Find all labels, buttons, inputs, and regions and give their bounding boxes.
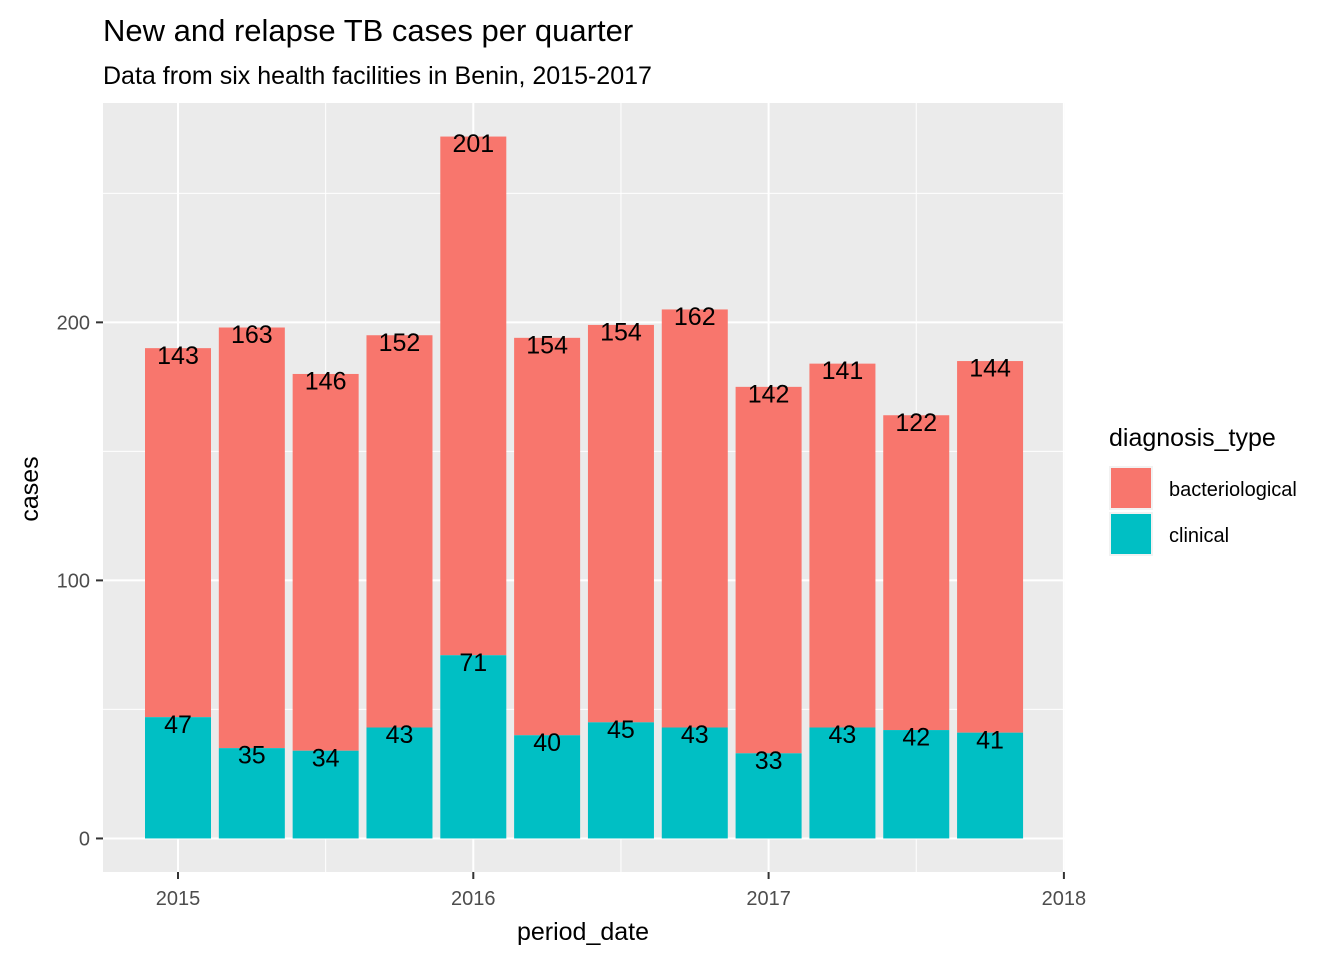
x-tick-label: 2018 bbox=[1042, 888, 1087, 910]
x-tick-label: 2016 bbox=[451, 888, 496, 910]
bar-clinical bbox=[292, 750, 359, 839]
bar-bacteriological bbox=[292, 373, 359, 751]
bar-clinical bbox=[145, 717, 211, 839]
chart-subtitle: Data from six health facilities in Benin… bbox=[103, 62, 652, 90]
y-tick-label: 100 bbox=[57, 570, 90, 592]
bar-label-clinical: 34 bbox=[312, 744, 340, 772]
bar-label-clinical: 43 bbox=[386, 721, 414, 749]
bar-labels: 143 47 163 35 146 34 152 43 201 71 154 40 154 45 162 43… bbox=[157, 130, 1011, 775]
bar-clinical bbox=[661, 727, 728, 839]
bar-label-bacteriological: 201 bbox=[452, 130, 494, 158]
bar-label-clinical: 35 bbox=[238, 742, 266, 770]
bar-label-clinical: 33 bbox=[755, 747, 783, 775]
bar-label-bacteriological: 144 bbox=[969, 355, 1011, 383]
bar-clinical bbox=[440, 655, 507, 839]
bar-label-bacteriological: 163 bbox=[231, 321, 273, 349]
bar-clinical bbox=[218, 748, 285, 839]
bar-label-bacteriological: 142 bbox=[748, 380, 790, 408]
bar-clinical bbox=[735, 753, 802, 839]
chart-title: New and relapse TB cases per quarter bbox=[103, 13, 633, 48]
y-tick-label: 200 bbox=[57, 312, 90, 334]
bar-label-clinical: 41 bbox=[976, 726, 1004, 754]
x-axis: 2015 2016 2017 2018 bbox=[156, 872, 1086, 910]
bar-label-clinical: 42 bbox=[902, 724, 930, 752]
bar-bacteriological bbox=[957, 361, 1024, 733]
bar-label-clinical: 71 bbox=[459, 649, 487, 677]
legend-label-bacteriological: bacteriological bbox=[1169, 479, 1297, 501]
bar-bacteriological bbox=[661, 309, 728, 728]
bar-label-bacteriological: 154 bbox=[526, 331, 568, 359]
x-tick-label: 2015 bbox=[156, 888, 201, 910]
bar-clinical bbox=[514, 735, 581, 839]
bar-bacteriological bbox=[809, 363, 876, 728]
legend: diagnosis_type bacteriological clinical bbox=[1109, 424, 1297, 556]
bar-label-clinical: 45 bbox=[607, 716, 635, 744]
bar-bacteriological bbox=[366, 335, 433, 728]
bar-bacteriological bbox=[883, 415, 950, 731]
bar-label-clinical: 47 bbox=[164, 711, 192, 739]
bar-label-bacteriological: 152 bbox=[379, 329, 421, 357]
bar-label-bacteriological: 146 bbox=[305, 368, 347, 396]
legend-title: diagnosis_type bbox=[1109, 424, 1276, 452]
bar-label-clinical: 43 bbox=[829, 721, 857, 749]
bars bbox=[145, 136, 1024, 839]
bar-label-bacteriological: 122 bbox=[895, 409, 937, 437]
bar-label-clinical: 40 bbox=[533, 729, 561, 757]
x-tick-label: 2017 bbox=[746, 888, 791, 910]
bar-clinical bbox=[366, 727, 433, 839]
bar-bacteriological bbox=[440, 136, 507, 656]
bar-label-bacteriological: 154 bbox=[600, 319, 642, 347]
y-axis-title: cases bbox=[16, 456, 44, 521]
bar-clinical bbox=[883, 730, 950, 839]
y-axis: 0 100 200 bbox=[57, 312, 103, 850]
bar-label-clinical: 43 bbox=[681, 721, 709, 749]
bar-label-bacteriological: 143 bbox=[157, 342, 199, 370]
bar-label-bacteriological: 162 bbox=[674, 303, 716, 331]
bar-bacteriological bbox=[145, 348, 211, 718]
bar-clinical bbox=[957, 732, 1024, 839]
bar-label-bacteriological: 141 bbox=[822, 357, 864, 385]
legend-swatch-bacteriological bbox=[1111, 468, 1151, 508]
legend-swatch-clinical bbox=[1111, 514, 1151, 554]
bar-bacteriological bbox=[735, 386, 802, 754]
bar-bacteriological bbox=[514, 337, 581, 736]
y-tick-label: 0 bbox=[79, 828, 90, 850]
bar-bacteriological bbox=[587, 324, 654, 723]
legend-label-clinical: clinical bbox=[1169, 525, 1229, 547]
bar-clinical bbox=[587, 722, 654, 839]
bar-bacteriological bbox=[218, 327, 285, 749]
bar-clinical bbox=[809, 727, 876, 839]
x-axis-title: period_date bbox=[517, 918, 649, 946]
